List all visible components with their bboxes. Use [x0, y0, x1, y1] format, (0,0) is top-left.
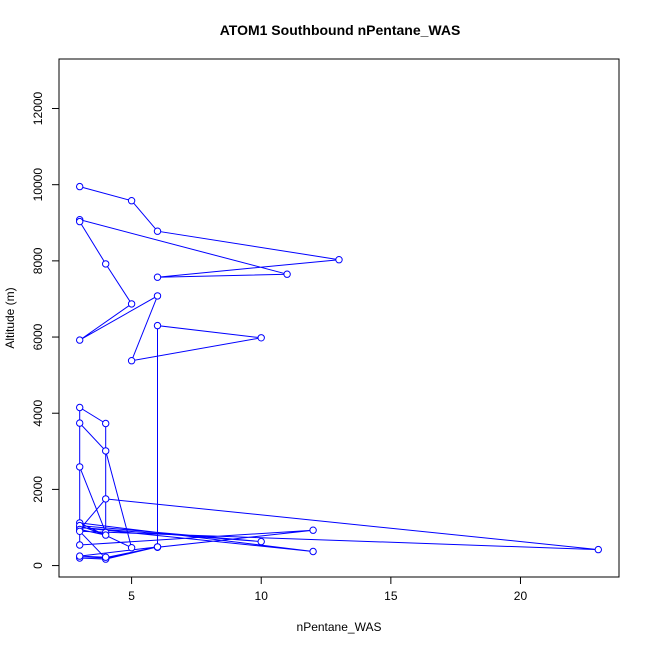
data-point [76, 336, 84, 344]
chart-title: ATOM1 Southbound nPentane_WAS [220, 22, 461, 38]
data-point [283, 270, 291, 278]
data-point [76, 217, 84, 226]
data-point [102, 495, 110, 503]
data-point [153, 292, 162, 300]
y-tick-label: 0 [31, 562, 45, 569]
data-point [127, 300, 136, 308]
data-point [153, 321, 162, 330]
data-point [309, 526, 317, 534]
data-point [102, 447, 110, 455]
x-tick-label: 15 [384, 589, 398, 603]
data-point [127, 357, 136, 365]
y-tick-label: 2000 [31, 476, 45, 503]
y-tick-label: 10000 [31, 168, 45, 202]
y-tick-label: 8000 [31, 247, 45, 274]
data-point [257, 334, 265, 342]
data-point [76, 541, 84, 549]
data-point [76, 403, 84, 412]
x-tick-label: 20 [514, 589, 528, 603]
data-point [76, 182, 84, 191]
x-tick-label: 10 [255, 589, 269, 603]
data-point [153, 227, 162, 235]
data-point [127, 197, 136, 205]
y-axis-label: Altitude (m) [3, 287, 17, 348]
x-axis: 5 10 15 20 [128, 576, 528, 603]
data-point [153, 273, 162, 281]
data-point [102, 531, 110, 539]
data-point [335, 256, 343, 264]
data-point [309, 547, 317, 556]
data-point [102, 419, 110, 428]
data-point [257, 537, 265, 546]
y-tick-label: 12000 [31, 92, 45, 126]
x-tick-label: 5 [128, 589, 135, 603]
data-point [102, 260, 110, 268]
data-point [102, 553, 110, 561]
data-point [76, 419, 84, 427]
y-tick-label: 4000 [31, 400, 45, 427]
y-tick-label: 6000 [31, 323, 45, 350]
y-axis: 0 2000 4000 6000 8000 10000 12000 [31, 92, 60, 569]
data-point [153, 543, 162, 551]
data-point [127, 544, 136, 552]
x-axis-label: nPentane_WAS [297, 620, 382, 634]
data-point [76, 527, 84, 535]
data-points-layer [76, 182, 602, 563]
data-point [594, 545, 602, 554]
data-point [76, 552, 84, 560]
data-point [76, 463, 84, 471]
